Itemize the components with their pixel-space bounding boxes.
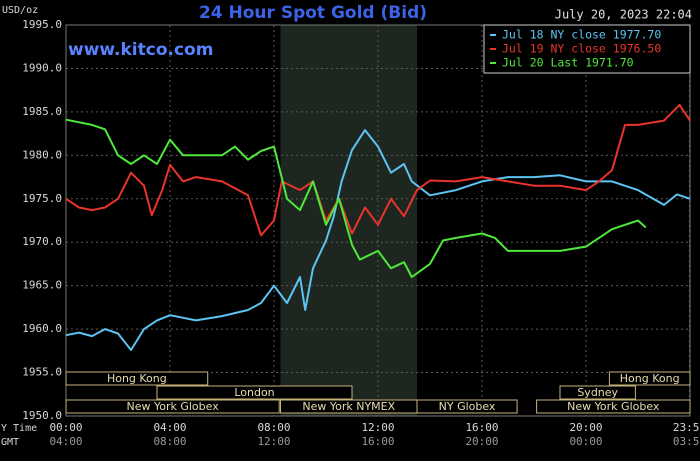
session-bar: [536, 399, 691, 414]
series-line: [65, 118, 647, 278]
session-label: NY Globex: [439, 400, 496, 413]
y-tick-label: 1960.0: [22, 322, 62, 335]
x-tick-label: 16:00: [465, 421, 498, 434]
y-axis-label: USD/oz: [2, 5, 38, 16]
session-label: New York Globex: [567, 400, 660, 413]
x-tick-label: 23:59: [673, 421, 700, 434]
y-tick-label: 1955.0: [22, 366, 62, 379]
y-tick-label: 1950.0: [22, 409, 62, 422]
session-label: Hong Kong: [107, 372, 167, 385]
plot-frame: [65, 24, 691, 417]
session-label: New York Globex: [126, 400, 219, 413]
x-tick-label: 20:00: [569, 421, 602, 434]
session-label: Hong Kong: [620, 372, 680, 385]
x-tick-label: 04:00: [153, 421, 186, 434]
x-tick-label: 08:00: [257, 421, 290, 434]
y-tick-label: 1980.0: [22, 148, 62, 161]
source: www.kitco.com: [68, 40, 213, 60]
session-bar: [65, 371, 209, 386]
gmt-tick-label: 20:00: [465, 435, 498, 448]
session-label: London: [234, 386, 274, 399]
session-bar: [559, 385, 636, 400]
gmt-tick-label: 16:00: [361, 435, 394, 448]
session-bar: [416, 399, 518, 414]
x-row-caption: Y Time: [1, 423, 37, 434]
y-tick-label: 1965.0: [22, 279, 62, 292]
gmt-tick-label: 00:00: [569, 435, 602, 448]
y-tick-label: 1970.0: [22, 235, 62, 248]
legend-entry: Jul 20 Last 1971.70: [502, 56, 634, 70]
y-tick-label: 1990.0: [22, 61, 62, 74]
legend-entry: Jul 19 NY close 1976.50: [502, 42, 661, 56]
y-tick-label: 1975.0: [22, 192, 62, 205]
session-bar: [65, 399, 280, 414]
x-row-caption: GMT: [1, 437, 19, 448]
gmt-tick-label: 08:00: [153, 435, 186, 448]
x-tick-label: 00:00: [49, 421, 82, 434]
y-tick-label: 1995.0: [22, 18, 62, 31]
series-line: [65, 129, 691, 351]
session-label: New York NYMEX: [302, 400, 395, 413]
session-bar: [156, 385, 353, 400]
timestamp: July 20, 2023 22:04: [555, 8, 692, 22]
gmt-tick-label: 04:00: [49, 435, 82, 448]
plot-underlay: [280, 25, 417, 416]
legend-box: [483, 24, 691, 74]
session-shade: [280, 25, 417, 416]
gmt-tick-label: 03:59: [673, 435, 700, 448]
chart-title: 24 Hour Spot Gold (Bid): [199, 3, 427, 23]
legend-entry: Jul 18 NY close 1977.70: [502, 28, 661, 42]
gmt-tick-label: 12:00: [257, 435, 290, 448]
session-bar: [608, 371, 691, 386]
session-label: Sydney: [577, 386, 618, 399]
x-tick-label: 12:00: [361, 421, 394, 434]
y-tick-label: 1985.0: [22, 105, 62, 118]
